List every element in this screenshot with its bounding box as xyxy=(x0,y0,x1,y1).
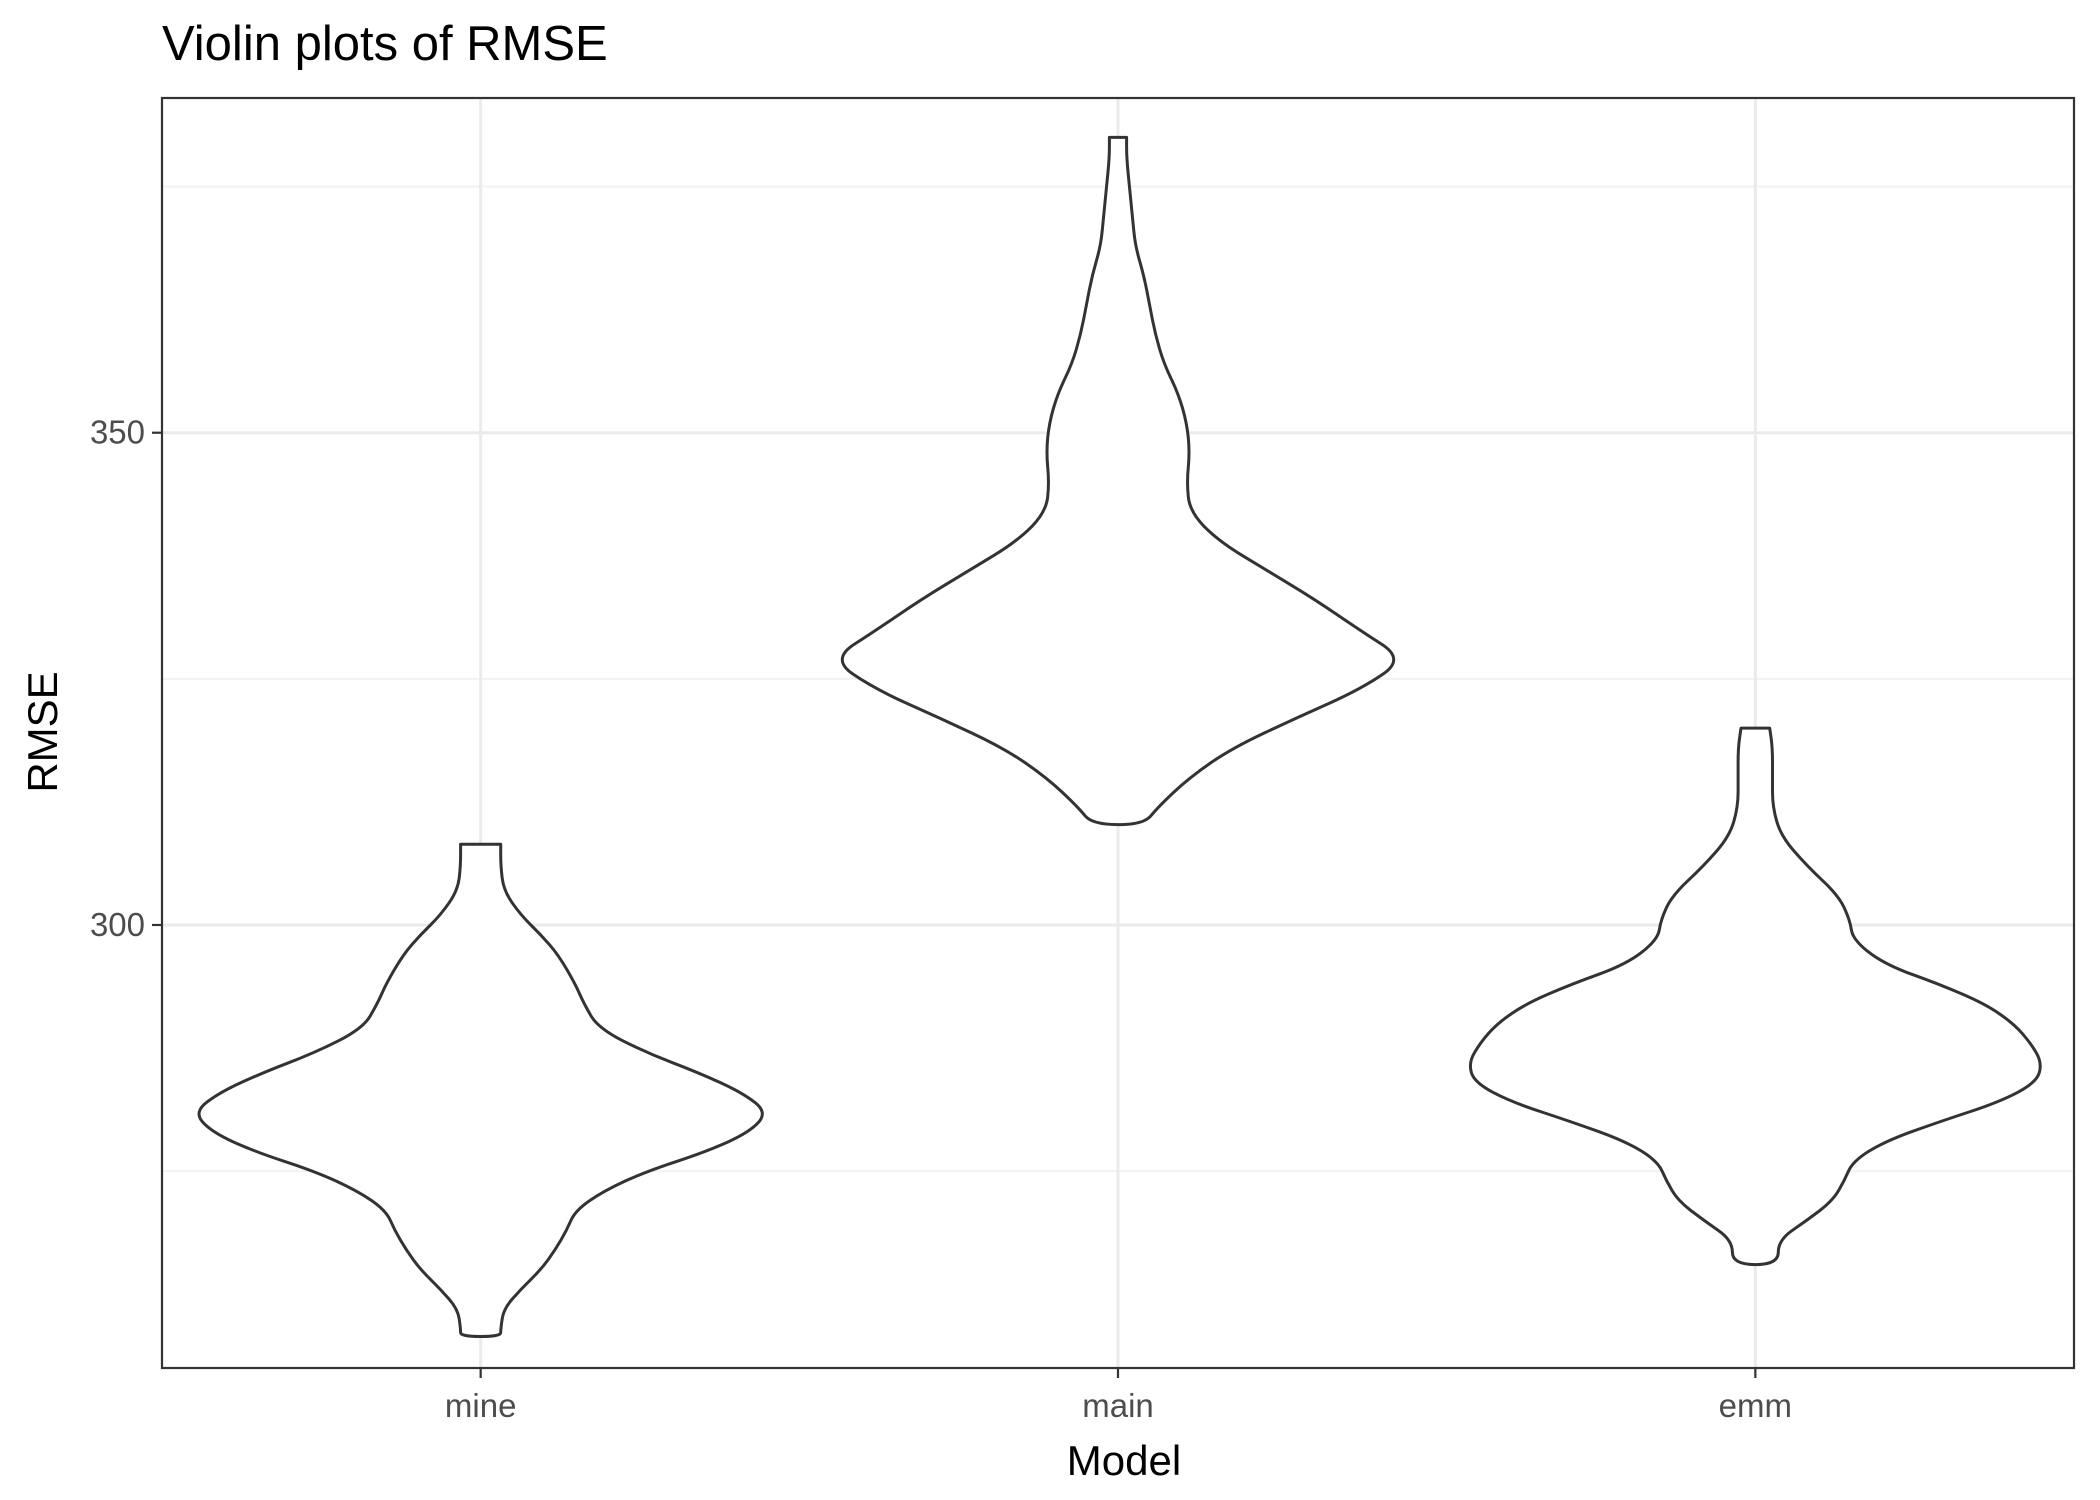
axis-ticks: 300 350 mine main emm xyxy=(90,414,1792,1424)
violin-emm xyxy=(1468,726,2042,1267)
violin-main xyxy=(840,135,1396,827)
x-tick-label-mine: mine xyxy=(445,1387,517,1424)
x-axis-title: Model xyxy=(1067,1437,1181,1484)
y-tick-label: 300 xyxy=(90,906,145,943)
x-tick-label-main: main xyxy=(1082,1387,1154,1424)
x-tick-label-emm: emm xyxy=(1719,1387,1792,1424)
violin-mine xyxy=(197,842,764,1338)
violins xyxy=(197,135,2042,1338)
y-tick-label: 350 xyxy=(90,414,145,451)
y-axis-title: RMSE xyxy=(19,671,66,792)
chart-title: Violin plots of RMSE xyxy=(162,17,608,71)
